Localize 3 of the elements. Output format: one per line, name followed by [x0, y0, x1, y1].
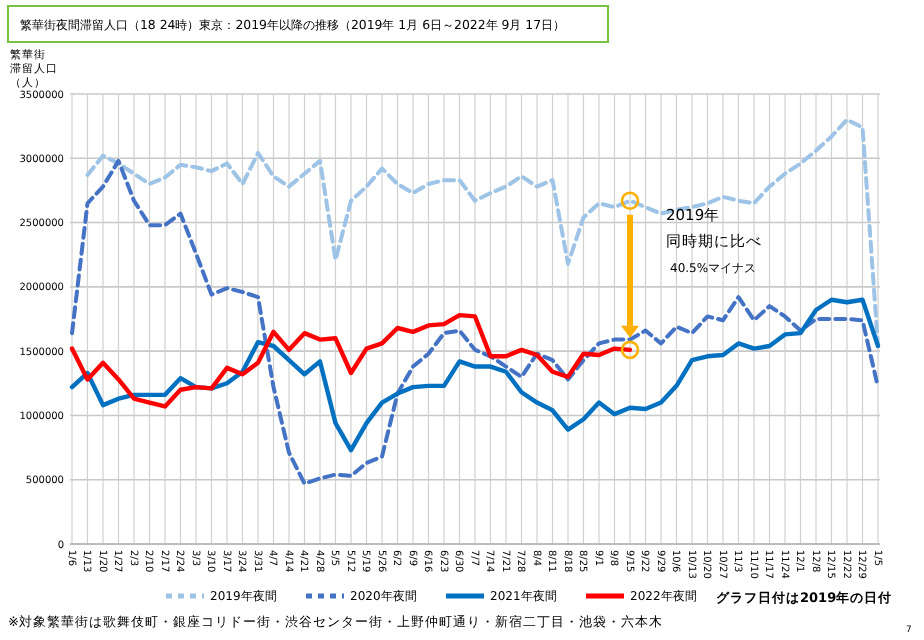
line-series: [70, 158, 880, 486]
line-series: [85, 117, 880, 348]
line-series: [69, 297, 881, 453]
